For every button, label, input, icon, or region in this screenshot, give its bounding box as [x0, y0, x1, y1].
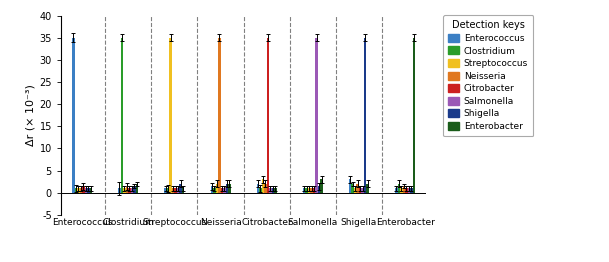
Bar — [136, 184, 138, 193]
Bar — [403, 186, 405, 193]
Bar — [256, 184, 259, 193]
Bar — [174, 188, 177, 193]
Bar — [320, 179, 323, 193]
Bar — [315, 38, 318, 193]
Bar — [213, 188, 216, 193]
Bar — [133, 186, 136, 193]
Bar — [72, 38, 74, 193]
Bar — [311, 188, 313, 193]
Bar — [74, 188, 77, 193]
Bar — [303, 188, 305, 193]
Y-axis label: Δr (× 10⁻³): Δr (× 10⁻³) — [25, 84, 35, 146]
Bar — [85, 188, 87, 193]
Bar — [218, 38, 220, 193]
Bar — [272, 188, 274, 193]
Bar — [180, 184, 182, 193]
Bar — [367, 184, 369, 193]
Bar — [223, 188, 225, 193]
Bar — [225, 184, 228, 193]
Bar — [177, 188, 180, 193]
Legend: Enterococcus, Clostridium, Streptococcus, Neisseria, Citrobacter, Salmonella, Sh: Enterococcus, Clostridium, Streptococcus… — [443, 15, 533, 136]
Bar — [125, 186, 128, 193]
Bar — [351, 184, 354, 193]
Bar — [167, 188, 169, 193]
Bar — [308, 188, 311, 193]
Bar — [359, 188, 362, 193]
Bar — [349, 179, 351, 193]
Bar — [262, 179, 264, 193]
Bar — [169, 38, 172, 193]
Bar — [269, 188, 272, 193]
Bar — [121, 38, 123, 193]
Bar — [90, 188, 92, 193]
Bar — [228, 184, 231, 193]
Bar — [398, 184, 400, 193]
Bar — [405, 188, 407, 193]
Bar — [356, 184, 359, 193]
Bar — [264, 184, 267, 193]
Bar — [364, 38, 367, 193]
Bar — [216, 184, 218, 193]
Bar — [354, 188, 356, 193]
Bar — [413, 38, 415, 193]
Bar — [259, 188, 262, 193]
Bar — [407, 188, 410, 193]
Bar — [400, 188, 403, 193]
Bar — [211, 186, 213, 193]
Bar — [395, 188, 398, 193]
Bar — [318, 186, 320, 193]
Bar — [118, 188, 121, 193]
Bar — [131, 188, 133, 193]
Bar — [410, 188, 413, 193]
Bar — [80, 188, 82, 193]
Bar — [82, 186, 85, 193]
Bar — [362, 188, 364, 193]
Bar — [128, 188, 131, 193]
Bar — [182, 188, 185, 193]
Bar — [313, 188, 315, 193]
Bar — [172, 188, 174, 193]
Bar — [123, 188, 125, 193]
Bar — [274, 188, 276, 193]
Bar — [87, 188, 90, 193]
Bar — [305, 188, 308, 193]
Bar — [220, 188, 223, 193]
Bar — [164, 188, 167, 193]
Bar — [267, 38, 269, 193]
Bar — [77, 188, 80, 193]
